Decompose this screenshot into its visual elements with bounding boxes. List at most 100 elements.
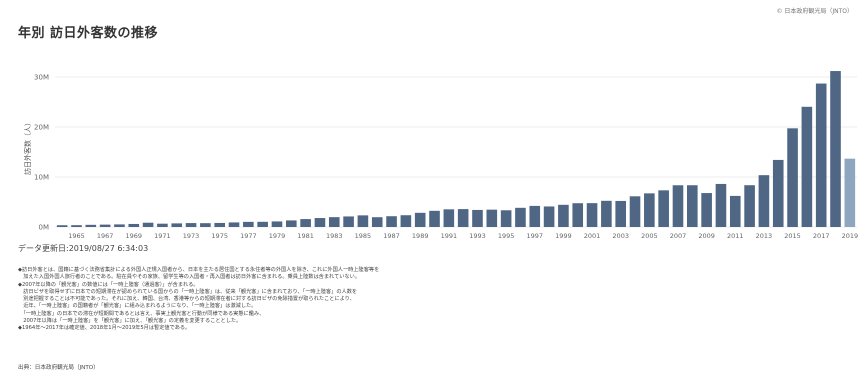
x-tick-label: 1979 [269,232,286,240]
bar-1971[interactable] [157,223,168,227]
x-tick-label: 1971 [154,232,171,240]
x-tick-label: 1965 [68,232,85,240]
bar-2003[interactable] [615,200,626,227]
bar-1968[interactable] [114,224,125,227]
bar-2007[interactable] [672,185,684,227]
y-tick-label: 20M [34,124,49,132]
bar-1991[interactable] [443,209,455,227]
bar-1984[interactable] [343,216,354,227]
x-tick-label: 1981 [297,232,314,240]
bar-1992[interactable] [457,209,469,227]
x-tick-label: 2007 [670,232,687,240]
x-tick-label: 1973 [183,232,200,240]
bar-1977[interactable] [243,221,254,227]
bar-1965[interactable] [71,225,82,227]
bar-2011[interactable] [729,195,741,227]
bar-1974[interactable] [200,223,211,227]
chart-title: 年別 訪日外客数の推移 [18,26,159,41]
bar-1967[interactable] [99,224,111,227]
bar-2015[interactable] [787,128,798,227]
bar-1980[interactable] [286,220,297,227]
bar-1998[interactable] [543,206,555,227]
bar-1994[interactable] [486,209,498,227]
bar-1999[interactable] [558,204,569,227]
bar-2012[interactable] [744,185,755,227]
bar-2006[interactable] [658,190,669,227]
x-tick-label: 1969 [125,232,142,240]
footnote-line: 訪日ビザを取得せずに日本での短期滞在が認められている国からの「一時上陸客」は、従… [18,288,358,295]
x-tick-label: 1999 [555,232,572,240]
bar-1990[interactable] [429,210,440,227]
bar-1993[interactable] [472,209,483,227]
x-tick-label: 1983 [326,232,343,240]
bar-1972[interactable] [171,223,183,227]
footnotes: ◆訪日外客とは、国籍に基づく法務省集計による外国人正規入国者から、日本を主たる居… [18,267,838,333]
bar-1988[interactable] [400,215,412,227]
x-tick-label: 2017 [813,232,830,240]
bar-1989[interactable] [414,212,426,227]
x-tick-label: 1975 [211,232,228,240]
x-tick-label: 1987 [383,232,400,240]
bar-2001[interactable] [586,203,598,227]
x-tick-label: 2009 [698,232,715,240]
y-tick-label: 0M [39,224,50,232]
x-tick-label: 1967 [97,232,114,240]
bar-chart: 0M 10M 20M 30M 1965 1967 1969 1971 1973 1975 1977… [23,71,858,240]
data-updated-timestamp: データ更新日:2019/08/27 6:34:03 [18,244,149,253]
footnote-line: 「一時上陸客」の日本での滞在が短期間であるとは言え、事実上観光客と行動が同様であ… [18,310,265,317]
bar-1970[interactable] [142,222,154,227]
bar-1973[interactable] [185,223,197,227]
footnote-line: ◆1964年〜2017年は確定値、2018年1月〜2019年5月は暫定値である。 [18,325,191,332]
bar-1986[interactable] [371,217,383,227]
bar-2000[interactable] [572,203,584,227]
x-tick-label: 2003 [612,232,629,240]
x-tick-label: 2011 [727,232,744,240]
x-tick-label: 2019 [842,232,859,240]
footnote-line: 加えた入国外国人旅行者のことである。駐在員やその家族、留学生等の入国者・再入国者… [18,274,361,281]
bar-2017[interactable] [815,83,827,227]
bar-1966[interactable] [85,224,97,227]
bar-2016[interactable] [801,106,813,227]
bar-1981[interactable] [300,219,311,227]
y-axis-label: 訪日外客数（人） [23,119,32,175]
x-tick-label: 1995 [498,232,515,240]
x-axis-ticks: 1965 1967 1969 1971 1973 1975 1977 1979 1981 1983… [68,232,858,240]
footnote-line: ◆訪日外客とは、国籍に基づく法務省集計による外国人正規入国者から、日本を主たる居… [18,267,380,273]
footnote-line: 2007年以降は「一時上陸客」を「観光客」に加え、「観光客」の定義を変更すること… [18,318,242,325]
bar-2013[interactable] [758,175,770,227]
bar-1976[interactable] [228,222,240,227]
bar-2002[interactable] [601,200,612,227]
x-tick-label: 2015 [784,232,801,240]
bar-1996[interactable] [515,207,526,227]
bar-1997[interactable] [529,205,541,227]
bar-2004[interactable] [629,196,641,227]
x-tick-label: 2001 [584,232,601,240]
x-tick-label: 1993 [469,232,486,240]
x-tick-label: 1977 [240,232,257,240]
y-tick-label: 10M [34,174,49,182]
footnote-line: ◆2007年以降の「観光客」の数値には「一時上陸客（通過客）」が含まれる。 [18,281,199,288]
x-tick-label: 2013 [756,232,773,240]
bar-1969[interactable] [128,223,140,227]
bar-2018[interactable] [830,71,841,228]
y-axis-ticks: 0M 10M 20M 30M [34,74,49,232]
x-tick-label: 2005 [641,232,658,240]
bar-1995[interactable] [500,210,512,227]
bar-2008[interactable] [687,185,698,227]
bar-1979[interactable] [271,221,283,227]
bar-1978[interactable] [257,221,268,227]
bar-2010[interactable] [715,183,727,227]
bar-1982[interactable] [314,218,326,227]
x-tick-label: 1991 [441,232,458,240]
bar-1987[interactable] [386,216,397,227]
source-credit: 出典：日本政府観光局（JNTO） [18,365,99,371]
bar-1985[interactable] [357,215,369,227]
bar-1964[interactable] [56,225,68,227]
bar-1983[interactable] [328,217,340,227]
bar-2014[interactable] [772,159,784,227]
bar-1975[interactable] [214,222,225,227]
bars [56,71,856,228]
bar-2009[interactable] [701,193,712,227]
bar-2019[interactable] [844,158,856,227]
bar-2005[interactable] [644,193,655,227]
